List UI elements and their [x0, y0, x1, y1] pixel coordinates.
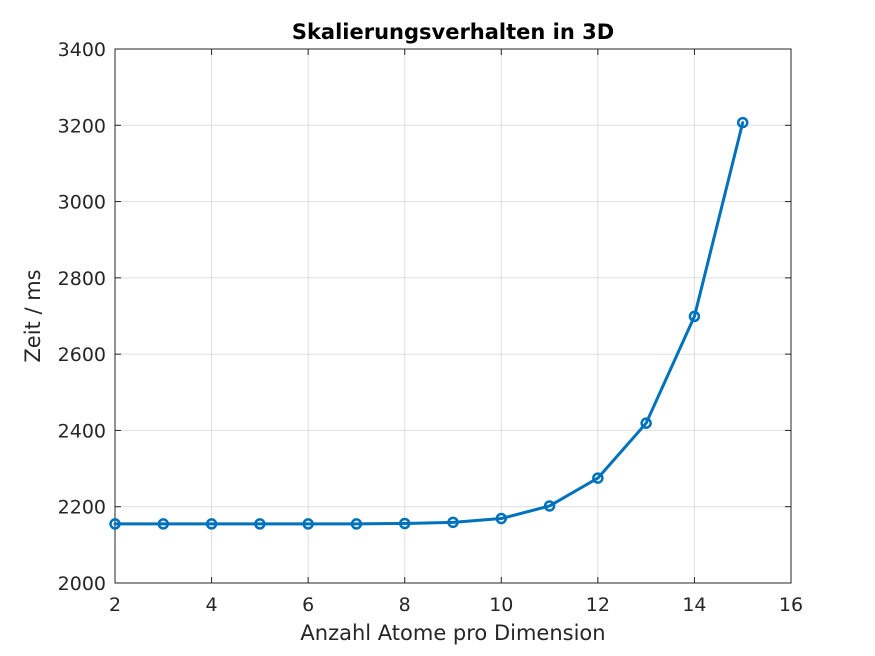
y-tick-label: 3400 [58, 39, 106, 61]
x-tick-label: 2 [109, 594, 121, 616]
y-tick-label: 2600 [58, 344, 106, 366]
series-line [113, 121, 745, 526]
data-point [157, 518, 170, 530]
data-point [109, 518, 121, 530]
x-axis-label: Anzahl Atome pro Dimension [300, 621, 605, 645]
data-point [447, 516, 459, 529]
y-tick-label: 2400 [58, 420, 106, 442]
x-tick-label: 4 [206, 594, 218, 616]
data-point [736, 116, 749, 129]
data-point [350, 518, 363, 530]
grid-lines [114, 48, 792, 584]
y-tick-label: 2800 [58, 268, 106, 290]
y-axis-label: Zeit / ms [21, 269, 45, 362]
data-point [495, 512, 508, 525]
y-tick-label: 3000 [58, 192, 106, 214]
data-point [254, 518, 266, 530]
data-point [592, 472, 604, 484]
x-tick-label: 16 [779, 594, 803, 616]
data-point [302, 518, 314, 530]
y-tick-label: 2000 [58, 573, 106, 595]
data-point [688, 310, 701, 323]
data-point [205, 518, 218, 530]
x-tick-label: 10 [489, 594, 513, 616]
data-point [543, 500, 556, 512]
data-point [640, 417, 652, 429]
data-point [398, 517, 411, 530]
chart-title: Skalierungsverhalten in 3D [292, 20, 614, 44]
y-tick-label: 3200 [58, 115, 106, 137]
x-tick-label: 8 [399, 594, 411, 616]
x-tick-label: 6 [302, 594, 314, 616]
y-tick-label: 2200 [58, 497, 106, 519]
series-layer [109, 116, 749, 530]
x-tick-label: 14 [682, 594, 706, 616]
plot-area-border [114, 48, 792, 584]
x-tick-label: 12 [586, 594, 610, 616]
tick-labels: 2 4 6 8 10 12 14 16 2000 2200 2400 2600 2800 3000 3200… [58, 39, 803, 616]
axes [114, 48, 792, 584]
